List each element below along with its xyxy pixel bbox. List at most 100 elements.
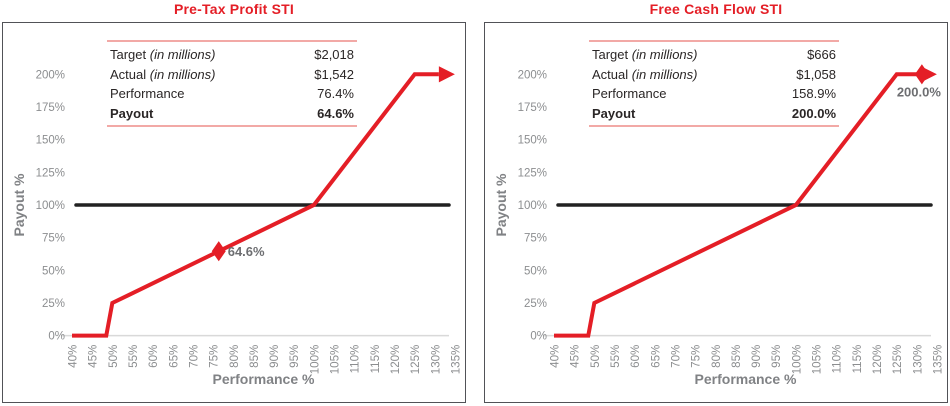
y-axis-title: Payout % <box>493 173 509 237</box>
y-tick-label: 75% <box>524 233 547 245</box>
stat-row: Actual (in millions) $1,058 <box>592 65 836 85</box>
x-tick-label: 130% <box>430 345 442 375</box>
y-tick-label: 125% <box>36 167 65 179</box>
payout-line-chart: 0% 25% 50% 75% 100% 125% 150% 175% 200% 40% 45% 50%… <box>518 64 945 375</box>
x-tick-label: 40% <box>68 345 80 368</box>
x-tick-label: 110% <box>832 345 844 374</box>
stat-label-note: (in millions) <box>149 66 216 82</box>
y-tick-label: 100% <box>36 200 65 212</box>
x-tick-label: 120% <box>872 345 884 375</box>
payout-line <box>72 72 439 338</box>
x-tick-label: 75% <box>209 345 221 368</box>
payout-line-chart: 0% 25% 50% 75% 100% 125% 150% 175% 200% 40% 45% 50%… <box>36 66 463 375</box>
stat-label: Target (in millions) <box>110 47 216 62</box>
x-tick-label: 80% <box>711 345 723 368</box>
y-tick-label: 50% <box>42 265 65 277</box>
stat-value: $666 <box>807 47 836 62</box>
x-tick-label: 70% <box>188 345 200 368</box>
x-tick-label: 55% <box>128 345 140 368</box>
stats-table: Target (in millions) $666 Actual (in milli… <box>589 40 839 127</box>
marker-diamond <box>211 241 226 262</box>
arrowhead-icon <box>438 66 455 83</box>
y-tick-label: 175% <box>518 102 547 114</box>
stat-label: Actual (in millions) <box>592 66 698 82</box>
x-tick-label: 65% <box>168 345 180 368</box>
x-tick-label: 125% <box>410 345 422 375</box>
stats-table: Target (in millions) $2,018 Actual (in mil… <box>107 40 357 127</box>
marker-value-label: 200.0% <box>897 84 941 99</box>
x-tick-label: 125% <box>892 345 904 375</box>
x-tick-label: 115% <box>370 345 382 374</box>
x-tick-label: 45% <box>88 345 100 368</box>
x-axis-title: Performance % <box>694 371 797 387</box>
plot-box: 0% 25% 50% 75% 100% 125% 150% 175% 200% 40% 45% 50%… <box>484 22 948 403</box>
x-tick-label: 95% <box>289 345 301 368</box>
x-tick-label: 75% <box>691 345 703 368</box>
x-tick-label: 50% <box>108 345 120 368</box>
stat-label: Performance <box>110 86 185 101</box>
x-tick-label: 65% <box>650 345 662 368</box>
x-tick-label: 55% <box>610 345 622 368</box>
x-tick-label: 100% <box>309 345 321 375</box>
y-tick-label: 125% <box>518 167 547 179</box>
stat-row: Actual (in millions) $1,542 <box>110 65 354 85</box>
stat-label: Target (in millions) <box>592 47 698 62</box>
stat-row: Performance 76.4% <box>110 84 354 104</box>
y-tick-label: 0% <box>48 331 65 343</box>
stat-row: Target (in millions) $666 <box>592 45 836 65</box>
y-tick-label: 200% <box>518 69 547 81</box>
y-tick-label: 100% <box>518 200 547 212</box>
stat-row: Target (in millions) $2,018 <box>110 45 354 65</box>
chart-title: Pre-Tax Profit STI <box>173 1 295 17</box>
y-tick-label: 25% <box>524 298 547 310</box>
stat-label: Actual (in millions) <box>110 66 216 82</box>
marker-value-label: 64.6% <box>228 244 265 259</box>
arrowhead-icon <box>920 66 937 83</box>
stat-label-note: (in millions) <box>149 47 216 62</box>
x-tick-label: 135% <box>933 345 945 375</box>
x-tick-label: 105% <box>812 345 824 375</box>
x-tick-label: 85% <box>249 345 261 368</box>
stat-row: Payout 200.0% <box>592 104 836 124</box>
y-tick-label: 25% <box>42 298 65 310</box>
x-tick-label: 70% <box>670 345 682 368</box>
y-axis-title: Payout % <box>11 173 27 237</box>
x-tick-label: 130% <box>912 345 924 375</box>
y-tick-label: 0% <box>530 331 547 343</box>
x-tick-label: 135% <box>451 345 463 375</box>
stat-label-note: (in millions) <box>631 47 698 62</box>
y-tick-label: 150% <box>518 135 547 147</box>
x-tick-label: 100% <box>791 345 803 375</box>
x-tick-label: 105% <box>330 345 342 375</box>
stat-label: Performance <box>592 86 667 101</box>
plot-box: 0% 25% 50% 75% 100% 125% 150% 175% 200% 40% 45% 50%… <box>2 22 466 403</box>
chart-panel-free-cash-flow-sti: Free Cash Flow STI 0% 25% 50% 75% 100% 125% 15… <box>484 0 948 406</box>
x-tick-label: 45% <box>570 345 582 368</box>
y-tick-label: 75% <box>42 233 65 245</box>
stat-row: Payout 64.6% <box>110 104 354 124</box>
x-tick-label: 60% <box>148 345 160 368</box>
stat-value: $2,018 <box>314 47 354 62</box>
chart-panel-pretax-profit-sti: Pre-Tax Profit STI 0% 25% 50% 75% 100% 125% 15… <box>2 0 466 406</box>
x-axis-title: Performance % <box>212 371 315 387</box>
stat-label: Payout <box>592 105 636 121</box>
y-tick-label: 150% <box>36 135 65 147</box>
x-tick-label: 95% <box>771 345 783 368</box>
chart-title: Free Cash Flow STI <box>649 1 783 17</box>
stat-value: $1,542 <box>314 66 354 82</box>
x-tick-label: 50% <box>590 345 602 368</box>
x-tick-label: 40% <box>550 345 562 368</box>
stat-label: Payout <box>110 105 154 121</box>
x-tick-label: 60% <box>630 345 642 368</box>
x-tick-label: 80% <box>229 345 241 368</box>
x-tick-label: 120% <box>390 345 402 375</box>
x-tick-label: 90% <box>751 345 763 368</box>
stat-value: 76.4% <box>317 86 354 101</box>
stat-value: $1,058 <box>796 66 836 82</box>
stat-row: Performance 158.9% <box>592 84 836 104</box>
y-tick-label: 200% <box>36 69 65 81</box>
y-tick-label: 175% <box>36 102 65 114</box>
stat-label-note: (in millions) <box>631 66 698 82</box>
x-tick-label: 85% <box>731 345 743 368</box>
x-tick-label: 110% <box>350 345 362 374</box>
